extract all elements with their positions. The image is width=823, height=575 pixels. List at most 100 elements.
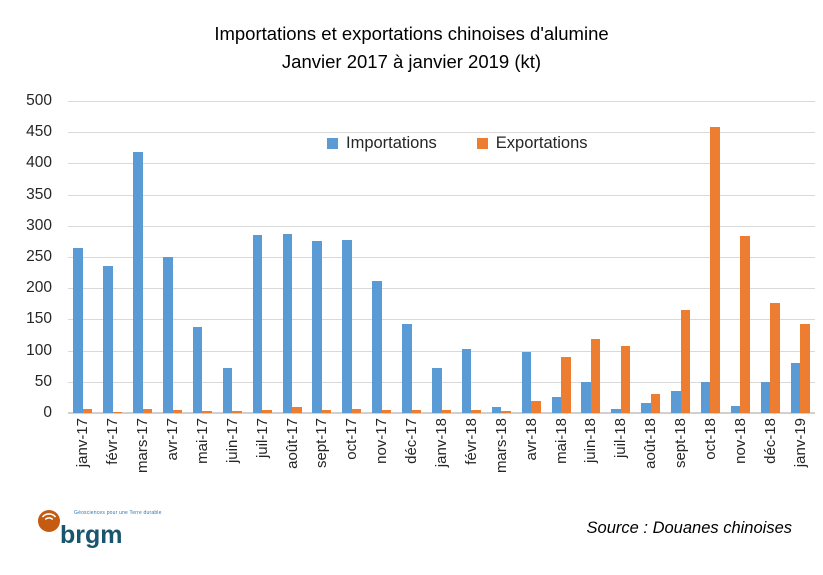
brgm-logo-text: brgm bbox=[60, 521, 123, 549]
x-label-févr-18: févr-18 bbox=[462, 418, 480, 465]
importations-legend-label: Importations bbox=[346, 134, 437, 152]
bar-importations-déc-17 bbox=[402, 324, 412, 413]
bar-exportations-déc-18 bbox=[770, 302, 780, 413]
x-label-janv-19: janv-19 bbox=[791, 418, 809, 468]
exportations-legend-swatch bbox=[476, 138, 488, 149]
gridline-450 bbox=[68, 132, 815, 134]
bar-exportations-janv-19 bbox=[800, 324, 810, 413]
bar-importations-janv-19 bbox=[790, 363, 801, 413]
x-label-avr-18: avr-18 bbox=[522, 418, 540, 461]
bar-importations-févr-18 bbox=[461, 349, 472, 413]
x-label-sept-17: sept-17 bbox=[313, 418, 331, 469]
bar-importations-juil-17 bbox=[252, 235, 263, 413]
bar-exportations-oct-17 bbox=[351, 409, 362, 413]
x-label-juil-18: juil-18 bbox=[612, 418, 630, 459]
bar-exportations-août-18 bbox=[650, 394, 661, 413]
gridline-500 bbox=[68, 101, 815, 102]
bar-importations-déc-18 bbox=[760, 381, 771, 413]
y-tick-300: 300 bbox=[26, 216, 52, 234]
bar-exportations-avr-17 bbox=[172, 409, 183, 413]
brgm-logo: brgm Géosciences pour une Terre durable bbox=[36, 504, 186, 550]
x-label-août-17: août-17 bbox=[283, 418, 301, 469]
exportations-legend-label: Exportations bbox=[495, 134, 588, 152]
bar-exportations-nov-18 bbox=[740, 236, 750, 413]
bar-exportations-mai-17 bbox=[202, 411, 212, 413]
bar-exportations-mars-18 bbox=[501, 410, 511, 413]
y-tick-350: 350 bbox=[26, 185, 52, 203]
bar-importations-avr-18 bbox=[521, 351, 532, 413]
x-axis: janv-17 févr-17 mars-17 avr-17 mai-17 juin-17… bbox=[68, 413, 815, 513]
gridline-150 bbox=[68, 319, 815, 321]
x-label-nov-18: nov-18 bbox=[731, 418, 749, 464]
bar-importations-mars-17 bbox=[133, 152, 143, 413]
x-label-mai-18: mai-18 bbox=[552, 418, 570, 464]
chart-title: Importations et exportations chinoises d… bbox=[0, 20, 823, 76]
bar-importations-mai-18 bbox=[551, 397, 562, 413]
bar-exportations-nov-17 bbox=[381, 409, 392, 413]
bar-importations-mars-18 bbox=[491, 406, 502, 413]
bar-importations-nov-17 bbox=[372, 280, 382, 413]
gridline-50 bbox=[68, 381, 815, 383]
bar-importations-sept-18 bbox=[671, 391, 681, 413]
bar-exportations-sept-18 bbox=[680, 310, 691, 413]
y-tick-200: 200 bbox=[26, 279, 52, 297]
x-label-déc-17: déc-17 bbox=[403, 418, 421, 464]
x-label-nov-17: nov-17 bbox=[373, 418, 391, 464]
source-caption: Source : Douanes chinoises bbox=[586, 519, 792, 537]
bar-exportations-juin-17 bbox=[232, 411, 242, 413]
bar-importations-sept-17 bbox=[312, 240, 322, 413]
bar-exportations-avr-18 bbox=[531, 400, 541, 413]
legend-item-importations: Importations bbox=[327, 134, 437, 153]
bar-importations-nov-18 bbox=[730, 406, 741, 413]
x-label-mars-18: mars-18 bbox=[492, 418, 510, 474]
bar-exportations-juin-18 bbox=[590, 339, 601, 413]
bar-importations-janv-17 bbox=[73, 248, 83, 413]
y-tick-500: 500 bbox=[26, 92, 52, 109]
bar-exportations-janv-17 bbox=[82, 408, 93, 413]
bar-importations-juil-18 bbox=[611, 409, 621, 413]
brgm-logo-graphic: brgm bbox=[38, 510, 123, 549]
bar-exportations-déc-17 bbox=[411, 409, 422, 413]
bar-exportations-févr-18 bbox=[471, 409, 481, 413]
bar-importations-janv-18 bbox=[432, 368, 442, 413]
legend-item-exportations: Exportations bbox=[476, 134, 588, 153]
bar-exportations-août-17 bbox=[292, 407, 302, 413]
bar-exportations-févr-17 bbox=[112, 411, 123, 413]
y-tick-150: 150 bbox=[26, 310, 52, 328]
bar-importations-juin-18 bbox=[581, 381, 591, 413]
gridline-200 bbox=[68, 288, 815, 290]
bar-exportations-janv-18 bbox=[441, 409, 451, 413]
x-label-mai-17: mai-17 bbox=[193, 418, 211, 464]
y-tick-0: 0 bbox=[43, 404, 52, 421]
brgm-logo-tagline: Géosciences pour une Terre durable bbox=[74, 510, 162, 516]
plot-area bbox=[68, 101, 815, 414]
gridline-250 bbox=[68, 257, 815, 258]
bar-importations-mai-17 bbox=[192, 326, 203, 413]
importations-legend-swatch bbox=[327, 138, 338, 149]
bar-importations-août-17 bbox=[282, 233, 293, 413]
gridline-100 bbox=[68, 350, 815, 352]
y-tick-400: 400 bbox=[26, 154, 52, 172]
bar-importations-oct-17 bbox=[342, 239, 352, 413]
x-label-déc-18: déc-18 bbox=[761, 418, 779, 464]
gridline-0 bbox=[68, 412, 815, 414]
bar-exportations-mai-18 bbox=[561, 356, 571, 413]
y-axis: 0 50 100 150 200 250 300 350 400 450 500 bbox=[0, 92, 60, 421]
chart-title-line2: Janvier 2017 à janvier 2019 (kt) bbox=[281, 51, 542, 72]
x-label-juil-17: juil-17 bbox=[253, 418, 271, 459]
x-label-juin-18: juin-18 bbox=[582, 418, 600, 464]
x-label-oct-18: oct-18 bbox=[701, 418, 719, 460]
chart-legend: Importations Exportations bbox=[327, 134, 588, 153]
y-tick-250: 250 bbox=[26, 248, 52, 265]
bar-exportations-juil-17 bbox=[262, 409, 272, 413]
gridline-400 bbox=[68, 163, 815, 165]
x-label-août-18: août-18 bbox=[642, 418, 660, 469]
bar-exportations-oct-18 bbox=[710, 127, 720, 413]
bar-importations-févr-17 bbox=[103, 266, 113, 413]
x-label-oct-17: oct-17 bbox=[343, 418, 361, 460]
chart-title-line1: Importations et exportations chinoises d… bbox=[214, 23, 609, 44]
bar-importations-avr-17 bbox=[163, 257, 173, 413]
x-label-févr-17: févr-17 bbox=[104, 418, 122, 465]
x-label-juin-17: juin-17 bbox=[223, 418, 241, 464]
